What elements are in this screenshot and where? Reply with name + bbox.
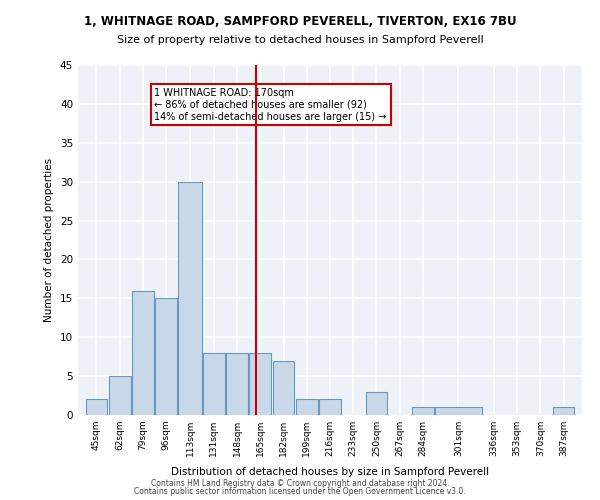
Text: 1 WHITNAGE ROAD: 170sqm
← 86% of detached houses are smaller (92)
14% of semi-de: 1 WHITNAGE ROAD: 170sqm ← 86% of detache… bbox=[154, 88, 387, 122]
Bar bbox=[365, 392, 388, 415]
Bar bbox=[132, 290, 154, 415]
Bar bbox=[412, 407, 434, 415]
Text: Size of property relative to detached houses in Sampford Peverell: Size of property relative to detached ho… bbox=[116, 35, 484, 45]
Bar bbox=[553, 407, 574, 415]
Bar bbox=[435, 407, 482, 415]
Text: Contains HM Land Registry data © Crown copyright and database right 2024.: Contains HM Land Registry data © Crown c… bbox=[151, 478, 449, 488]
Bar bbox=[319, 400, 341, 415]
X-axis label: Distribution of detached houses by size in Sampford Peverell: Distribution of detached houses by size … bbox=[171, 468, 489, 477]
Y-axis label: Number of detached properties: Number of detached properties bbox=[44, 158, 55, 322]
Bar bbox=[250, 353, 271, 415]
Text: Contains public sector information licensed under the Open Government Licence v3: Contains public sector information licen… bbox=[134, 487, 466, 496]
Bar bbox=[226, 353, 248, 415]
Bar bbox=[178, 182, 202, 415]
Bar bbox=[86, 400, 107, 415]
Bar bbox=[272, 360, 295, 415]
Bar bbox=[296, 400, 318, 415]
Bar bbox=[203, 353, 225, 415]
Bar bbox=[155, 298, 177, 415]
Text: 1, WHITNAGE ROAD, SAMPFORD PEVERELL, TIVERTON, EX16 7BU: 1, WHITNAGE ROAD, SAMPFORD PEVERELL, TIV… bbox=[83, 15, 517, 28]
Bar bbox=[109, 376, 131, 415]
